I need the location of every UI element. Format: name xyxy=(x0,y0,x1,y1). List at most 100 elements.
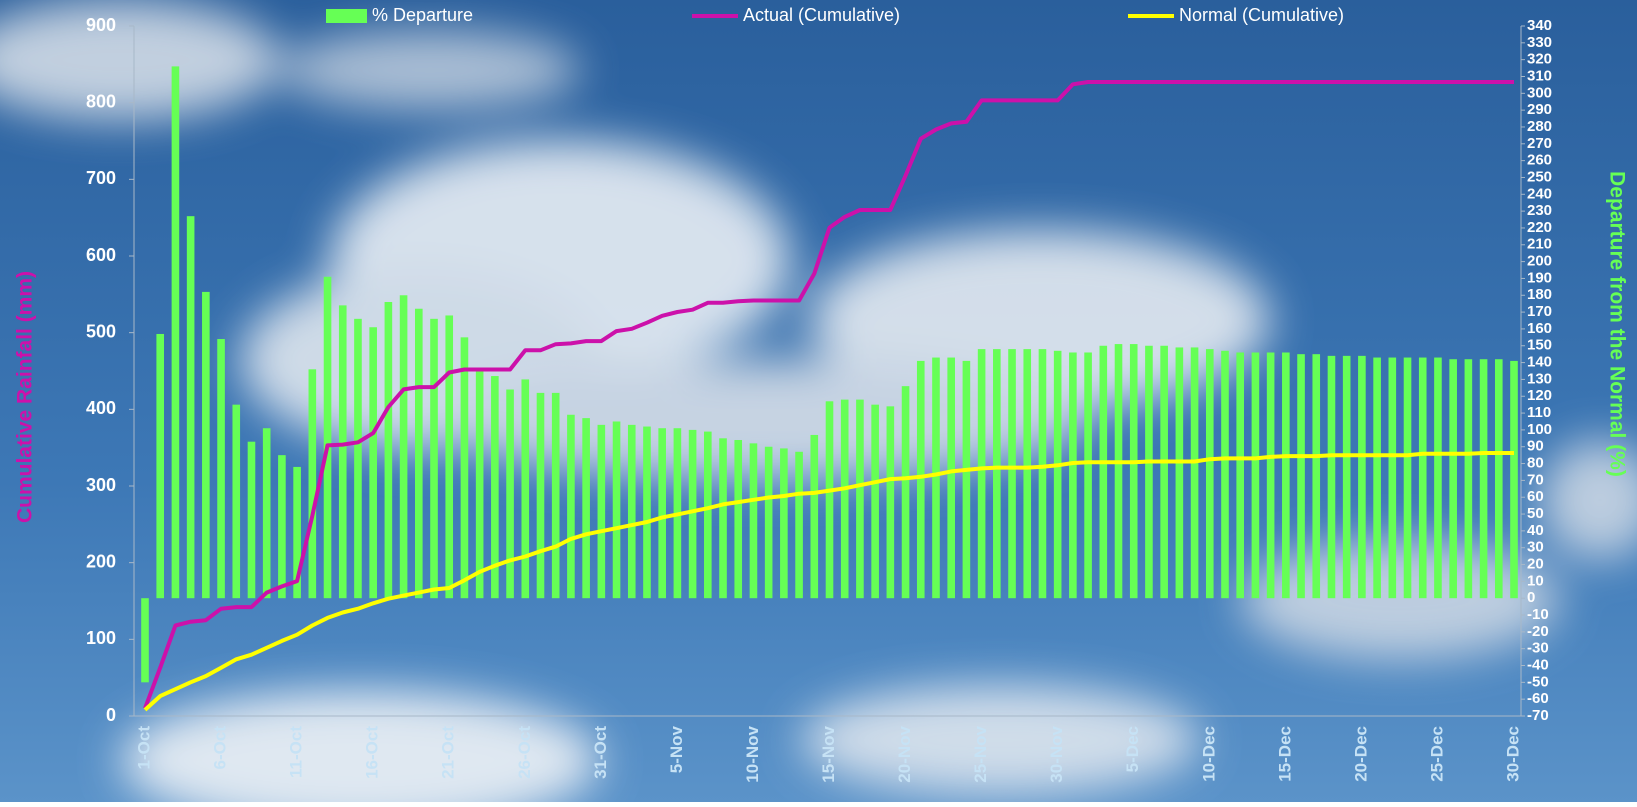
bar xyxy=(1023,349,1032,599)
bar xyxy=(521,379,530,599)
x-tick-label: 20-Dec xyxy=(1351,726,1370,782)
y-tick-label: 0 xyxy=(106,705,116,725)
bar xyxy=(1266,352,1275,599)
bar xyxy=(323,276,332,599)
y2-tick-label: 50 xyxy=(1527,505,1544,522)
bar xyxy=(1479,359,1488,599)
bar xyxy=(460,337,469,599)
bar xyxy=(414,308,423,599)
bar xyxy=(445,315,454,599)
bar xyxy=(1327,355,1336,599)
bar xyxy=(734,440,743,599)
bar xyxy=(338,305,347,599)
y2-tick-label: 280 xyxy=(1527,118,1552,135)
bar xyxy=(354,318,362,599)
y2-tick-label: 210 xyxy=(1527,236,1552,253)
x-tick-label: 25-Dec xyxy=(1427,726,1446,782)
bar xyxy=(901,386,910,599)
x-tick-label: 16-Oct xyxy=(363,726,382,779)
bar xyxy=(1388,357,1397,599)
y-tick-label: 500 xyxy=(86,321,116,341)
bar xyxy=(749,443,758,599)
y2-axis-title: Departure from the Normal (%) xyxy=(1605,171,1628,477)
y-tick-label: 900 xyxy=(86,15,116,35)
bar xyxy=(1008,349,1016,599)
bar xyxy=(947,357,955,599)
bar xyxy=(840,399,849,599)
bar xyxy=(916,360,925,599)
y2-tick-label: 40 xyxy=(1527,522,1544,539)
y-axis-title: Cumulative Rainfall (mm) xyxy=(14,271,37,523)
bar xyxy=(567,414,575,599)
x-tick-label: 10-Dec xyxy=(1199,726,1218,782)
bar xyxy=(993,349,1001,599)
bar xyxy=(202,291,210,599)
bar xyxy=(1114,344,1123,599)
legend-label: Actual (Cumulative) xyxy=(743,5,900,25)
x-tick-label: 11-Oct xyxy=(287,726,306,778)
bar xyxy=(308,369,317,599)
bar xyxy=(1358,355,1366,599)
x-tick-label: 1-Oct xyxy=(134,726,153,770)
legend-label: Normal (Cumulative) xyxy=(1179,5,1344,25)
bar xyxy=(977,349,986,599)
y2-tick-label: 340 xyxy=(1527,17,1552,34)
y2-tick-label: 110 xyxy=(1527,404,1551,421)
y2-tick-label: 330 xyxy=(1527,34,1552,51)
bar xyxy=(1129,344,1138,599)
line xyxy=(143,451,1514,712)
bar xyxy=(171,66,180,599)
bar xyxy=(658,428,666,599)
bar xyxy=(156,333,165,599)
x-tick-label: 6-Oct xyxy=(211,726,230,770)
y2-tick-label: 30 xyxy=(1527,539,1544,556)
bar xyxy=(1510,360,1518,599)
bar xyxy=(186,216,195,599)
y2-tick-label: 230 xyxy=(1527,202,1552,219)
bar xyxy=(1449,359,1457,599)
y2-tick-label: 290 xyxy=(1527,101,1552,118)
y2-tick-label: 0 xyxy=(1527,589,1535,606)
bar xyxy=(232,404,241,599)
bar xyxy=(886,406,895,599)
bar xyxy=(1160,345,1168,599)
y2-tick-label: -30 xyxy=(1527,640,1549,657)
x-tick-label: 15-Dec xyxy=(1275,726,1294,782)
bar xyxy=(1403,357,1412,599)
y2-tick-label: 260 xyxy=(1527,152,1552,169)
y2-tick-label: 20 xyxy=(1527,556,1544,573)
bar xyxy=(597,424,606,599)
bar xyxy=(704,431,712,599)
bar xyxy=(369,327,377,599)
bar xyxy=(871,404,879,599)
bar xyxy=(1175,347,1184,599)
y2-tick-label: 180 xyxy=(1527,286,1552,303)
bar xyxy=(1053,350,1062,599)
y2-tick-label: 60 xyxy=(1527,488,1544,505)
y2-tick-label: 300 xyxy=(1527,84,1552,101)
y2-tick-label: 270 xyxy=(1527,135,1552,152)
x-tick-label: 30-Nov xyxy=(1047,725,1066,782)
bar xyxy=(627,424,636,599)
y-tick-label: 300 xyxy=(86,475,116,495)
bar xyxy=(506,389,514,599)
bar xyxy=(1342,355,1351,599)
bar xyxy=(1494,359,1503,599)
y2-tick-label: 320 xyxy=(1527,51,1552,68)
y2-tick-label: 130 xyxy=(1527,370,1552,387)
bar xyxy=(1418,357,1427,599)
y2-tick-label: -40 xyxy=(1527,656,1549,673)
x-tick-label: 5-Dec xyxy=(1123,726,1142,772)
bar xyxy=(825,401,834,599)
bar xyxy=(1190,347,1199,599)
bar xyxy=(430,318,438,599)
bar xyxy=(582,418,590,599)
bar xyxy=(810,434,819,599)
bar xyxy=(1145,345,1153,599)
bar xyxy=(1099,345,1108,599)
y2-tick-label: 90 xyxy=(1527,438,1544,455)
y2-tick-label: 70 xyxy=(1527,471,1544,488)
y-tick-label: 400 xyxy=(86,398,116,418)
